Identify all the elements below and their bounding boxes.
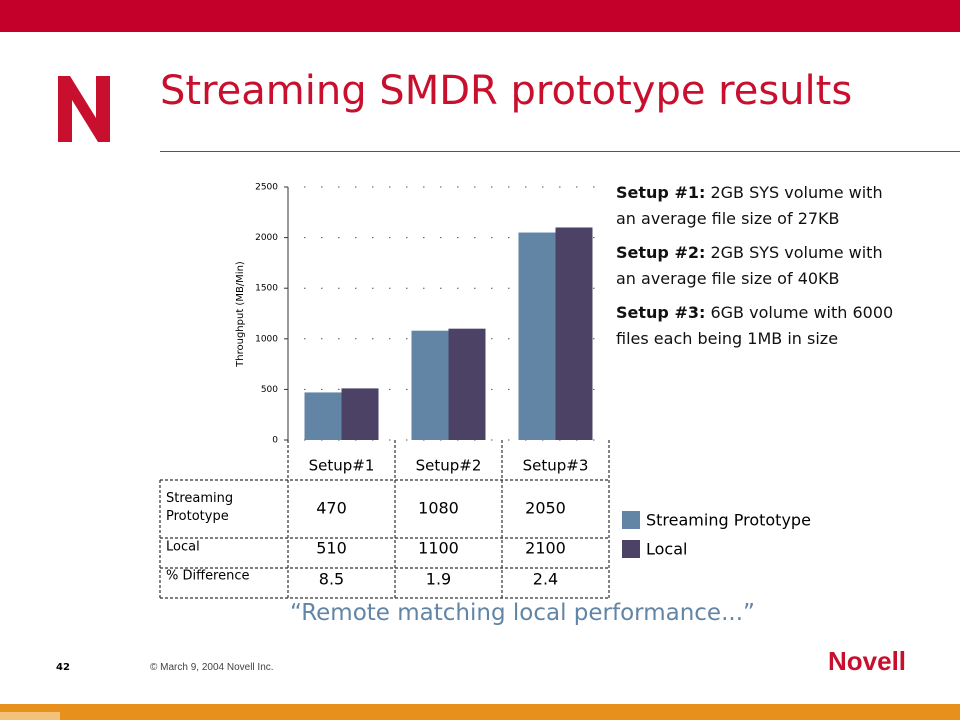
table-value: 1.9	[426, 570, 451, 589]
y-tick-label: 1500	[255, 284, 278, 294]
table-value: 470	[316, 499, 347, 518]
n-logo	[58, 76, 110, 142]
y-tick-label: 500	[261, 385, 278, 395]
y-tick-label: 2000	[255, 233, 278, 243]
y-tick-label: 0	[272, 436, 278, 446]
y-tick-label: 1000	[255, 334, 278, 344]
note-text: 6GB volume with 6000 files each being 1M…	[616, 303, 894, 348]
bar	[555, 227, 593, 440]
notes: Setup #1: 2GB SYS volume with an average…	[616, 180, 906, 360]
row-label: % Difference	[166, 569, 250, 584]
page-number: 42	[56, 662, 70, 673]
table-value: 2.4	[533, 570, 558, 589]
table-value: 2050	[525, 499, 566, 518]
note: Setup #2: 2GB SYS volume with an average…	[616, 240, 906, 292]
bottom-bar	[0, 704, 960, 720]
chart: Throughput (MB/Min) 0 500 1000 1500 2000 2500…	[159, 183, 811, 599]
bar	[518, 232, 556, 440]
bar	[341, 388, 379, 440]
quote: “Remote matching local performance...”	[290, 600, 755, 626]
table-value: 1080	[418, 499, 459, 518]
footer: © March 9, 2004 Novell Inc.	[150, 662, 274, 673]
note-text: 2GB SYS volume with an average file size…	[616, 183, 883, 228]
legend-swatch	[622, 511, 640, 529]
legend-label: Streaming Prototype	[646, 511, 811, 530]
note-text: 2GB SYS volume with an average file size…	[616, 243, 883, 288]
x-tick-label: Setup#1	[309, 457, 375, 475]
legend-swatch	[622, 540, 640, 558]
slide-title: Streaming SMDR prototype results	[160, 68, 853, 114]
top-bar	[0, 0, 960, 32]
note: Setup #3: 6GB volume with 6000 files eac…	[616, 300, 906, 352]
x-tick-label: Setup#3	[523, 457, 589, 475]
table-value: 8.5	[319, 570, 344, 589]
bottom-accent	[0, 712, 60, 720]
y-tick-label: 2500	[255, 183, 278, 193]
bar	[411, 330, 449, 440]
y-axis-title: Throughput (MB/Min)	[235, 261, 246, 368]
table-value: 510	[316, 539, 347, 558]
note-label: Setup #3:	[616, 303, 706, 322]
row-label: Streaming Prototype	[166, 491, 233, 524]
table-value: 2100	[525, 539, 566, 558]
row-label: Local	[166, 540, 200, 555]
bar	[448, 328, 486, 440]
novell-logo: Novell	[828, 646, 907, 676]
note-label: Setup #2:	[616, 243, 706, 262]
x-tick-label: Setup#2	[416, 457, 482, 475]
note-label: Setup #1:	[616, 183, 706, 202]
bar	[304, 392, 342, 440]
title-rule	[160, 151, 960, 152]
table-value: 1100	[418, 539, 459, 558]
note: Setup #1: 2GB SYS volume with an average…	[616, 180, 906, 232]
legend-label: Local	[646, 540, 687, 559]
